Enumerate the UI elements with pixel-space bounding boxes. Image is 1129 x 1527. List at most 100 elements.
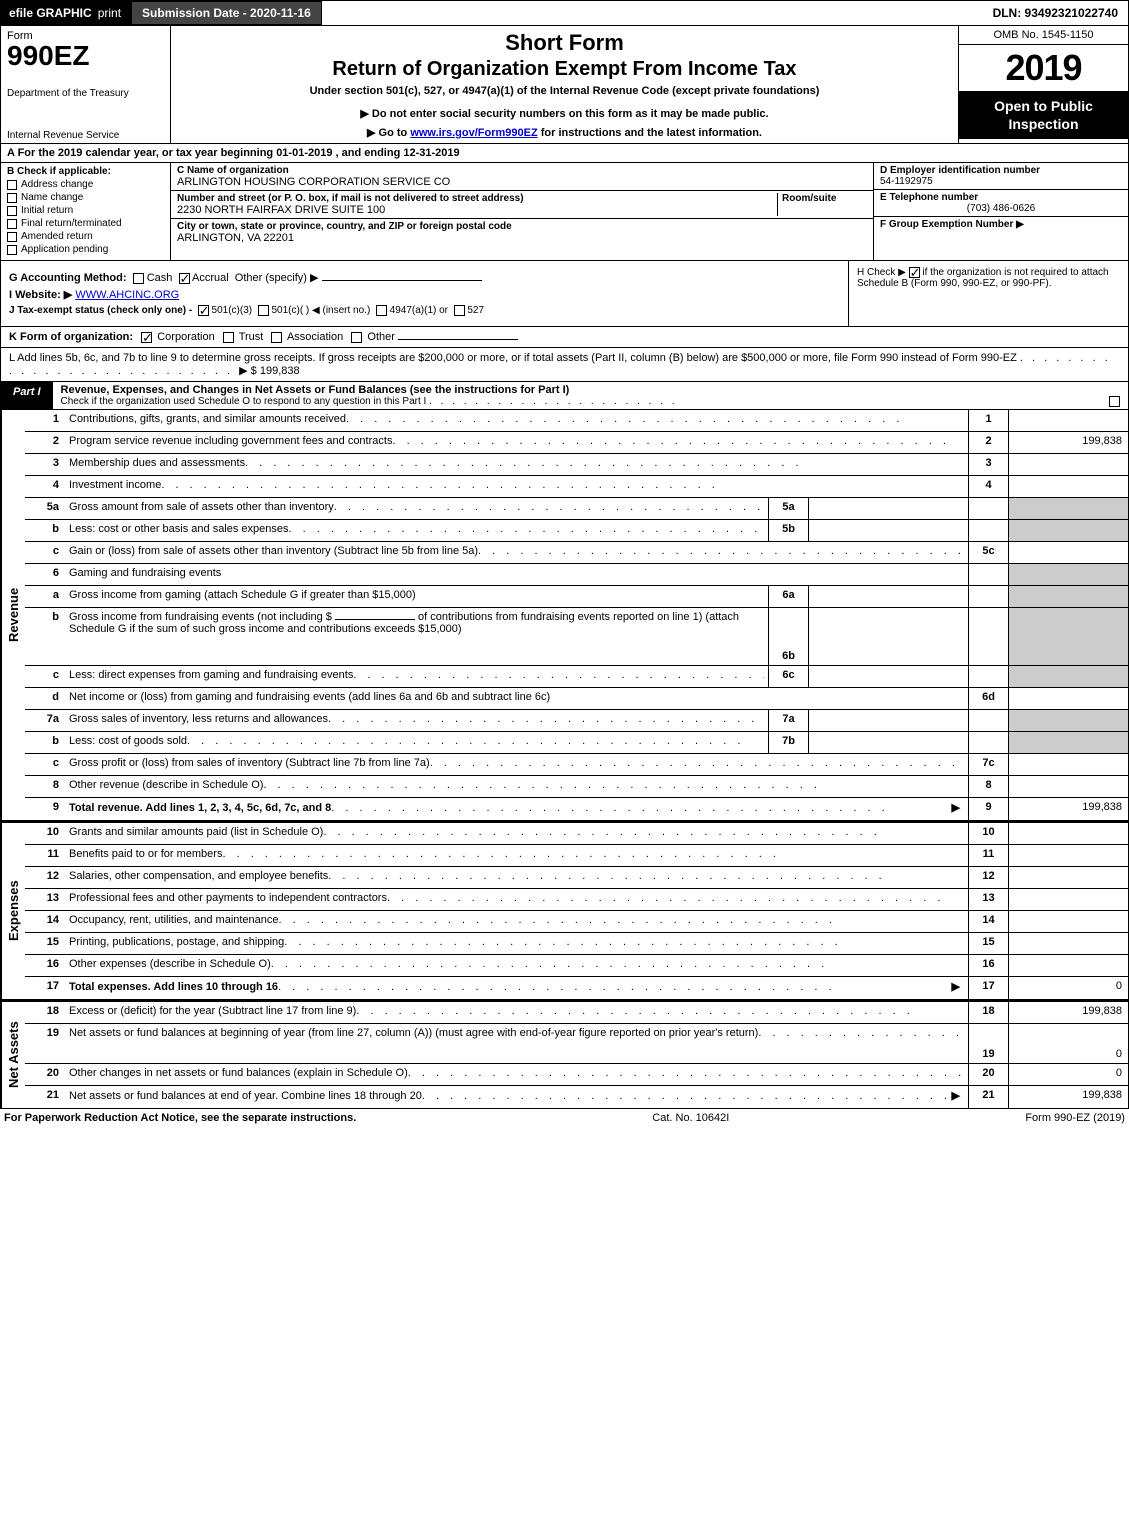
footer-catno: Cat. No. 10642I [652,1112,729,1124]
chk-name-change[interactable]: Name change [7,192,164,203]
shaded-cell [968,710,1008,731]
line-desc: Other expenses (describe in Schedule O) [65,955,968,976]
desc-text: Net income or (loss) from gaming and fun… [69,691,550,703]
chk-501c[interactable] [258,305,269,316]
fundraising-amount-input[interactable] [335,619,415,620]
line-value: 199,838 [1008,798,1128,820]
mid-line-ref: 7b [768,732,808,753]
checkbox-icon [7,180,17,190]
line-num: a [25,586,65,607]
title-short-form: Short Form [181,30,948,56]
chk-527[interactable] [454,305,465,316]
desc-text: Gross sales of inventory, less returns a… [69,713,328,725]
arrow-icon: ▶ [948,1089,964,1102]
shaded-cell [1008,586,1128,607]
section-def: D Employer identification number 54-1192… [873,163,1128,260]
row-15: 15 Printing, publications, postage, and … [25,933,1128,955]
mid-line-ref: 6c [768,666,808,687]
line-num: 5a [25,498,65,519]
chk-accrual[interactable] [179,273,190,284]
chk-4947[interactable] [376,305,387,316]
shaded-cell [968,520,1008,541]
chk-trust[interactable] [223,332,234,343]
line-num: d [25,688,65,709]
chk-h[interactable] [909,267,920,278]
line-value: 0 [1008,977,1128,999]
line-num: b [25,520,65,541]
line-num: 3 [25,454,65,475]
schedule-o-checkbox[interactable] [1109,396,1120,407]
website-link[interactable]: WWW.AHCINC.ORG [75,289,179,301]
desc-text: Other expenses (describe in Schedule O) [69,958,271,970]
row-20: 20 Other changes in net assets or fund b… [25,1064,1128,1086]
chk-address-change[interactable]: Address change [7,179,164,190]
chk-label: Application pending [21,244,108,255]
line-num: 2 [25,432,65,453]
room-label: Room/suite [782,193,867,204]
chk-final-return[interactable]: Final return/terminated [7,218,164,229]
line-l: L Add lines 5b, 6c, and 7b to line 9 to … [0,348,1129,382]
line-ref: 21 [968,1086,1008,1108]
line-desc: Printing, publications, postage, and shi… [65,933,968,954]
line-ref: 5c [968,542,1008,563]
desc-text: Investment income [69,479,161,491]
row-8: 8 Other revenue (describe in Schedule O)… [25,776,1128,798]
line-desc: Gaming and fundraising events [65,564,968,585]
k-other-input[interactable] [398,339,518,340]
mid-line-value [808,520,968,541]
shaded-cell [1008,666,1128,687]
revenue-section: Revenue 1 Contributions, gifts, grants, … [0,410,1129,821]
g-other-input[interactable] [322,280,482,281]
row-5c: c Gain or (loss) from sale of assets oth… [25,542,1128,564]
title-return: Return of Organization Exempt From Incom… [181,58,948,81]
desc-text: Net assets or fund balances at beginning… [69,1027,758,1039]
row-6d: d Net income or (loss) from gaming and f… [25,688,1128,710]
line-num: 13 [25,889,65,910]
line-value: 199,838 [1008,1002,1128,1023]
part1-tab: Part I [1,382,53,409]
line-num: c [25,542,65,563]
top-bar: efile GRAPHIC print Submission Date - 20… [0,0,1129,26]
chk-other[interactable] [351,332,362,343]
chk-corporation[interactable] [141,332,152,343]
chk-amended-return[interactable]: Amended return [7,231,164,242]
dept-treasury: Department of the Treasury [7,88,164,99]
dots [408,1067,964,1079]
l-text: L Add lines 5b, 6c, and 7b to line 9 to … [9,352,1017,364]
line-ref: 11 [968,845,1008,866]
g-label: G Accounting Method: [9,272,127,284]
line-num: 16 [25,955,65,976]
row-10: 10 Grants and similar amounts paid (list… [25,823,1128,845]
line-num: c [25,754,65,775]
shaded-cell [1008,520,1128,541]
desc-text: Less: cost of goods sold [69,735,187,747]
line-value: 199,838 [1008,432,1128,453]
shaded-cell [968,498,1008,519]
chk-application-pending[interactable]: Application pending [7,244,164,255]
chk-initial-return[interactable]: Initial return [7,205,164,216]
dots [758,1027,964,1039]
line-desc: Gain or (loss) from sale of assets other… [65,542,968,563]
desc-text: Total expenses. Add lines 10 through 16 [69,981,278,993]
submission-date-button[interactable]: Submission Date - 2020-11-16 [131,1,322,25]
line-j: J Tax-exempt status (check only one) - 5… [9,305,840,316]
efile-graphic-button[interactable]: efile GRAPHIC print [1,1,131,25]
l-value: 199,838 [260,365,300,377]
line-ref: 17 [968,977,1008,999]
line-desc: Net assets or fund balances at end of ye… [65,1086,968,1108]
subtitle-no-ssn: ▶ Do not enter social security numbers o… [181,107,948,120]
revenue-side-label: Revenue [1,410,25,820]
omb-number: OMB No. 1545-1150 [959,26,1128,45]
line-value [1008,476,1128,497]
line-desc: Benefits paid to or for members [65,845,968,866]
dots [346,413,964,425]
chk-label: Address change [21,179,93,190]
chk-association[interactable] [271,332,282,343]
chk-cash[interactable] [133,273,144,284]
row-6: 6 Gaming and fundraising events [25,564,1128,586]
line-num: 7a [25,710,65,731]
irs-link[interactable]: www.irs.gov/Form990EZ [410,127,537,139]
print-label[interactable]: print [98,6,121,20]
chk-label: Initial return [21,205,73,216]
chk-501c3[interactable] [198,305,209,316]
